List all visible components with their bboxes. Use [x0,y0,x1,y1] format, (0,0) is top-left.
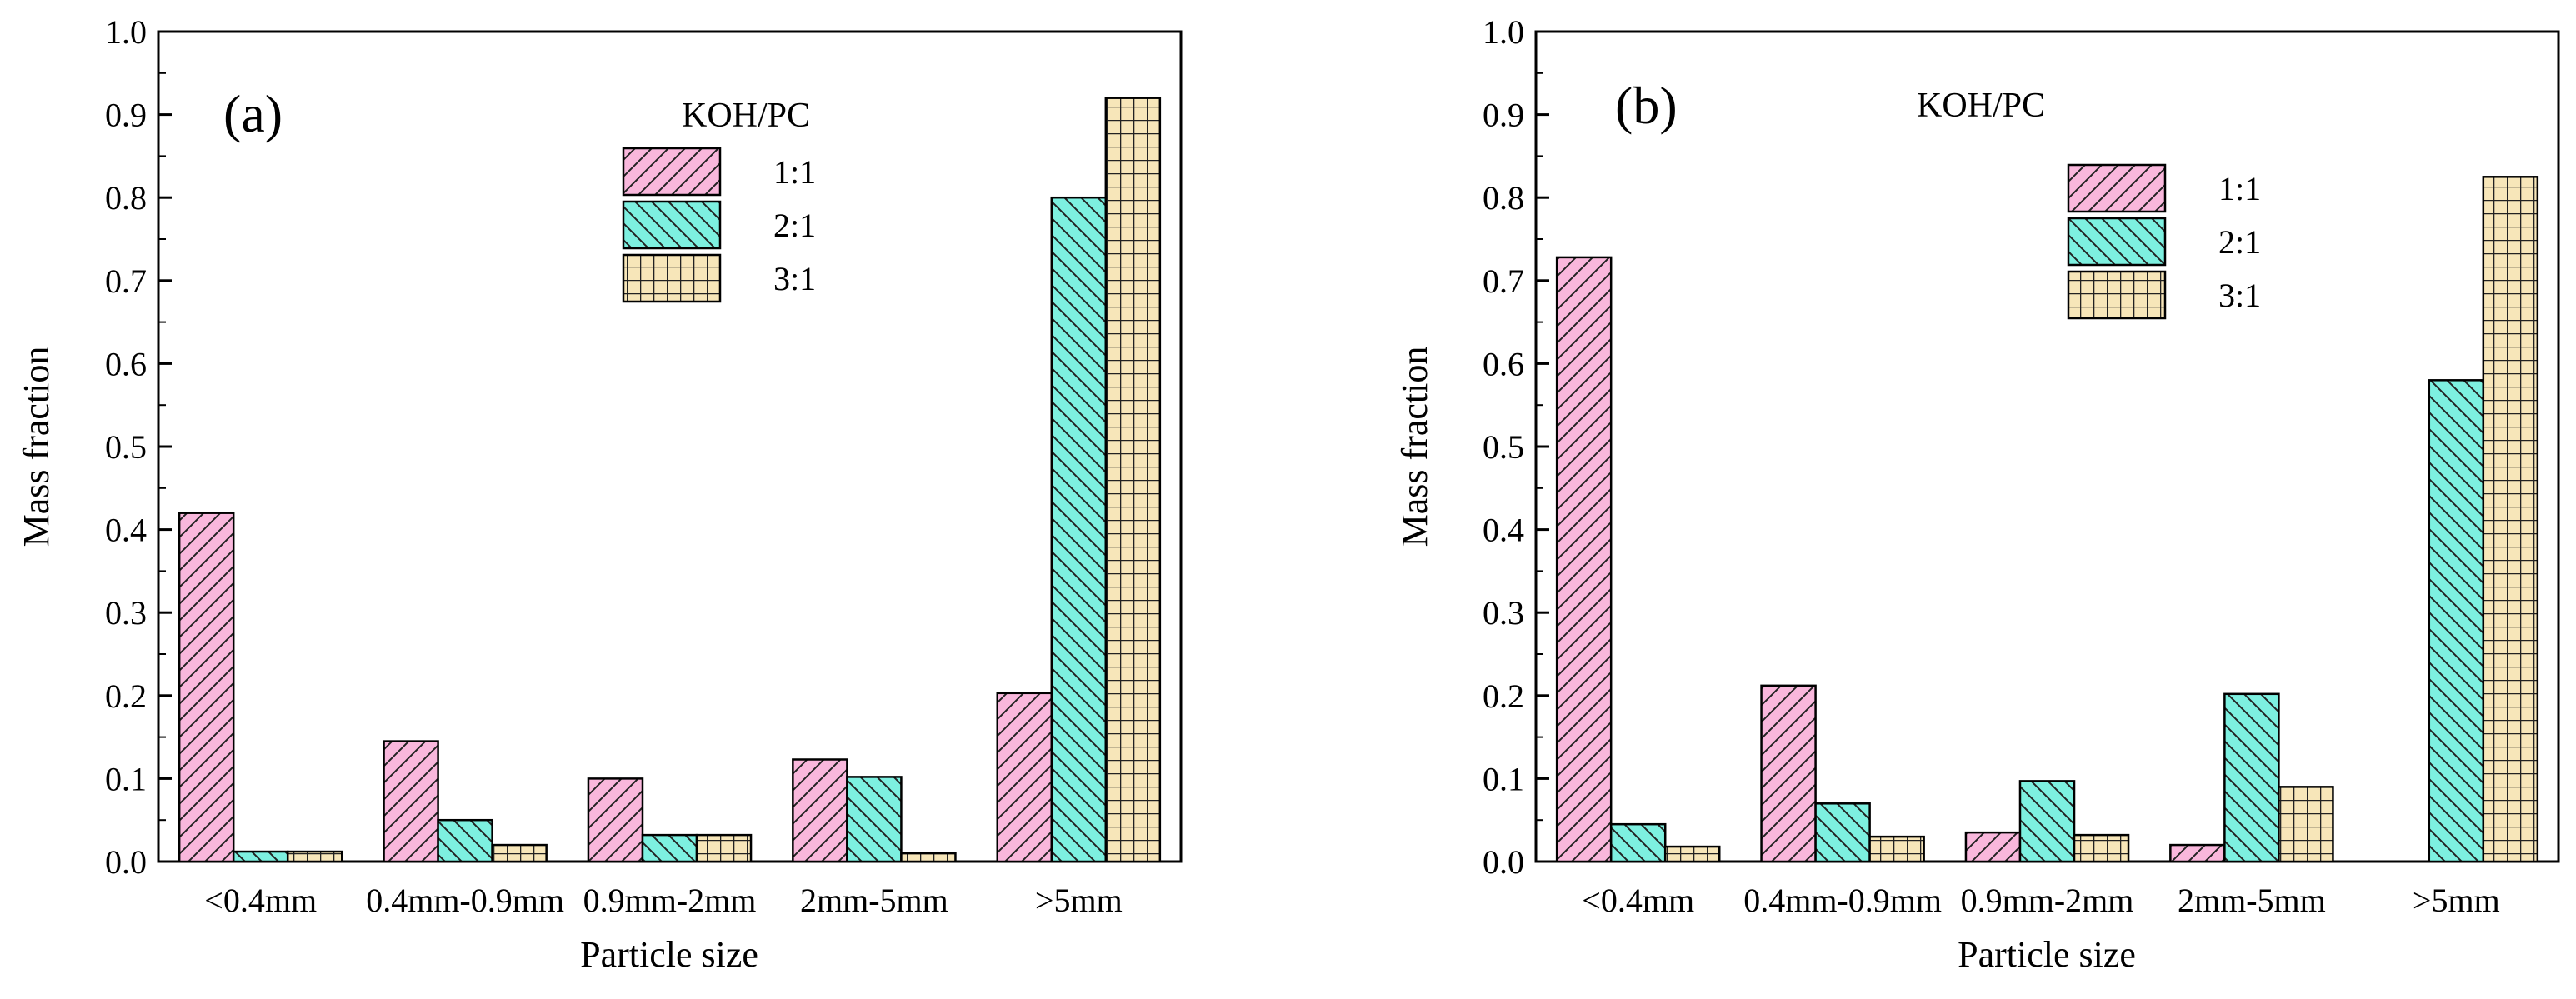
y-tick-label: 0.0 [105,843,147,881]
x-tick-label: >5mm [2413,882,2500,919]
x-tick-label: 2mm-5mm [800,882,948,919]
x-tick-label: 2mm-5mm [2178,882,2326,919]
bar-3-1-4 [1104,97,1162,863]
y-tick-label: 0.7 [1483,262,1524,300]
bar-3-1-2 [695,833,753,863]
bar-3-1-1 [1868,835,1925,863]
y-tick-label: 0.6 [1483,345,1524,382]
bar-2-1-1 [437,818,493,863]
plot-frame [1534,30,2560,863]
x-axis-ticks: <0.4mm 0.4mm-0.9mm 0.9mm-2mm 2mm-5mm >5mm [204,882,1122,919]
legend-label: 2:1 [773,207,816,244]
x-tick-label: 0.9mm-2mm [583,882,757,919]
y-tick-label: 0.2 [1483,677,1524,715]
x-axis-title: Particle size [1958,934,2136,975]
y-axis-title: Mass fraction [16,347,57,547]
legend-swatch-3-1 [622,253,722,303]
x-tick-label: 0.4mm-0.9mm [1743,882,1942,919]
y-tick-label: 0.9 [105,97,147,134]
legend-label: 2:1 [2218,223,2261,261]
bar-3-1-3 [900,852,957,863]
bar-1-1-2 [587,777,644,863]
bar-1-1-0 [178,512,235,863]
bar-3-1-4 [2482,176,2539,863]
y-axis-title: Mass fraction [1394,347,1435,547]
y-tick-label: 0.6 [105,345,147,382]
bar-2-1-3 [2223,692,2280,863]
x-tick-label: 0.4mm-0.9mm [366,882,564,919]
y-axis-ticks: 0.0 0.1 0.2 0.3 0.4 0.5 0.6 0.7 0.8 0.9 1.0 [105,13,172,881]
legend-title: KOH/PC [682,97,810,135]
bar-1-1-2 [1964,831,2022,863]
bar-1-1-3 [792,758,848,863]
bar-3-1-0 [1663,845,1721,863]
y-tick-label: 0.0 [1483,843,1524,881]
y-tick-label: 0.7 [105,262,147,300]
x-axis-title: Particle size [580,934,758,975]
legend: KOH/PC 1:1 2:1 3:1 [1917,87,2261,320]
bar-3-1-0 [286,850,343,863]
panel-label: (a) [223,84,283,143]
bar-2-1-2 [2018,780,2076,863]
bar-group [1555,176,2539,863]
x-tick-label: <0.4mm [1582,882,1694,919]
x-tick-label: >5mm [1035,882,1123,919]
y-tick-label: 0.1 [1483,760,1524,797]
legend-label: 3:1 [773,260,816,297]
legend-label: 1:1 [773,153,816,191]
bar-3-1-1 [491,843,548,863]
bar-group [178,97,1162,863]
bar-1-1-0 [1555,256,1613,863]
bar-3-1-3 [2278,786,2334,863]
bar-3-1-2 [2073,833,2130,863]
bar-2-1-1 [1814,802,1871,863]
y-tick-label: 0.5 [1483,428,1524,466]
y-tick-label: 0.2 [105,677,147,715]
bar-1-1-3 [2169,843,2226,863]
legend-swatch-2-1 [2067,217,2167,267]
panel-label: (b) [1615,76,1678,135]
legend: KOH/PC 1:1 2:1 3:1 [622,97,816,303]
legend-swatch-2-1 [622,200,722,250]
x-axis-ticks: <0.4mm 0.4mm-0.9mm 0.9mm-2mm 2mm-5mm >5mm [1582,882,2499,919]
chart-panel-b: 0.0 0.1 0.2 0.3 0.4 0.5 0.6 0.7 0.8 0.9 1.0 <0.4mm… [1394,13,2560,975]
y-tick-label: 0.5 [105,428,147,466]
x-tick-label: 0.9mm-2mm [1961,882,2134,919]
y-tick-label: 1.0 [1483,13,1524,51]
bar-2-1-3 [846,776,903,863]
y-tick-label: 0.3 [1483,594,1524,632]
bar-2-1-2 [641,833,698,863]
legend-swatch-1-1 [2067,163,2167,213]
y-tick-label: 0.4 [105,512,147,549]
y-tick-label: 0.8 [105,179,147,217]
chart-panel-a: 0.0 0.1 0.2 0.3 0.4 0.5 0.6 0.7 0.8 0.9 1.0 <0.4mm… [16,13,1183,975]
y-tick-label: 0.9 [1483,97,1524,134]
y-tick-label: 0.4 [1483,512,1524,549]
bar-2-1-4 [1050,196,1108,863]
legend-swatch-3-1 [2067,270,2167,320]
bar-1-1-1 [1760,684,1817,863]
legend-label: 1:1 [2218,170,2261,207]
bar-2-1-0 [1609,822,1667,863]
y-tick-label: 0.1 [105,760,147,797]
bar-2-1-0 [232,850,289,863]
x-tick-label: <0.4mm [204,882,317,919]
y-axis-ticks: 0.0 0.1 0.2 0.3 0.4 0.5 0.6 0.7 0.8 0.9 1.0 [1483,13,1549,881]
bar-1-1-1 [383,740,439,863]
bar-1-1-4 [996,692,1053,863]
y-tick-label: 0.3 [105,594,147,632]
y-tick-label: 0.8 [1483,179,1524,217]
legend-label: 3:1 [2218,277,2261,314]
bar-2-1-4 [2428,379,2485,863]
y-tick-label: 1.0 [105,13,147,51]
legend-swatch-1-1 [622,147,722,197]
legend-title: KOH/PC [1917,87,2045,125]
